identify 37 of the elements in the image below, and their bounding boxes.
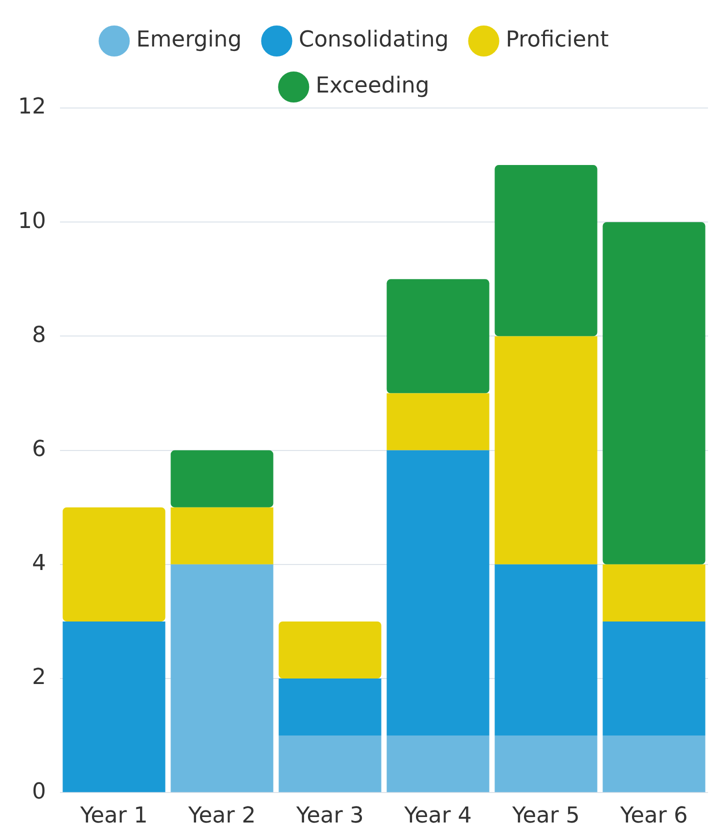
bar — [278, 678, 382, 736]
bar — [278, 736, 382, 792]
y-tick-label: 6 — [32, 437, 46, 462]
x-tick-label: Year 6 — [619, 804, 688, 829]
bar — [170, 564, 274, 792]
x-tick-label: Year 1 — [79, 804, 148, 829]
y-tick-label: 10 — [18, 208, 46, 234]
x-tick-label: Year 5 — [511, 804, 580, 829]
x-tick-label: Year 2 — [187, 804, 256, 829]
bar — [62, 621, 166, 792]
bar — [170, 450, 274, 508]
x-tick-label: Year 4 — [403, 804, 472, 829]
bar — [602, 564, 706, 622]
bar — [494, 336, 598, 564]
bar — [386, 393, 490, 450]
bar — [602, 222, 706, 564]
x-tick-label: Year 3 — [295, 804, 364, 829]
legend-label: Proficient — [506, 28, 610, 53]
bar — [494, 736, 598, 792]
y-tick-label: 12 — [18, 94, 46, 120]
bar — [602, 621, 706, 736]
bar — [62, 507, 166, 622]
y-tick-label: 0 — [32, 779, 46, 804]
bar — [386, 279, 490, 394]
legend-label: Emerging — [136, 28, 242, 53]
bar — [494, 564, 598, 736]
y-tick-label: 2 — [32, 665, 46, 690]
y-tick-label: 4 — [32, 551, 46, 576]
bar — [494, 165, 598, 336]
bar — [386, 450, 490, 736]
legend-label: Exceeding — [316, 74, 430, 99]
bar — [602, 736, 706, 792]
bar — [278, 621, 382, 678]
bar — [386, 736, 490, 792]
legend-label: Consolidating — [298, 28, 449, 53]
y-tick-label: 8 — [32, 322, 46, 348]
bar — [170, 507, 274, 564]
